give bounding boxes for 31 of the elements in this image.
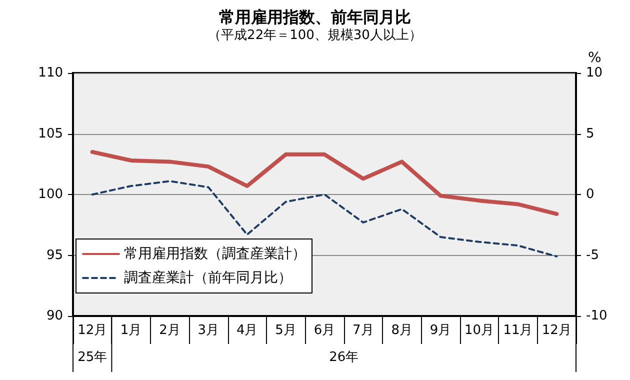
x-tick-label: 8月 — [391, 323, 413, 338]
chart-title: 常用雇用指数、前年同月比 — [219, 8, 411, 26]
y2-tick-label: -5 — [586, 248, 599, 263]
x-tick-label: 5月 — [275, 323, 296, 338]
x-tick-label: 12月 — [78, 323, 108, 338]
y2-tick-label: 10 — [586, 66, 603, 80]
x-tick-label: 6月 — [314, 323, 336, 338]
x-tick-label: 2月 — [159, 323, 180, 338]
y2-tick-label: 0 — [586, 187, 594, 202]
line-series — [90, 150, 559, 216]
y-tick-label: 105 — [38, 126, 63, 142]
y2-tick-label: -10 — [586, 308, 608, 324]
x-tick-label: 12月 — [542, 323, 572, 338]
x-tick-label: 10月 — [464, 323, 494, 338]
chart-subtitle: （平成22年＝100、規模30人以上） — [208, 28, 422, 43]
x-tick-label: 1月 — [120, 323, 142, 338]
y-tick-label: 95 — [46, 248, 63, 263]
x-tick-label: 11月 — [503, 323, 533, 338]
y-tick-label: 90 — [46, 308, 63, 324]
y-tick-label: 110 — [38, 66, 63, 80]
x-tick-label: 3月 — [198, 323, 220, 338]
y2-tick-label: 5 — [586, 126, 594, 142]
x-tick-label: 4月 — [236, 323, 258, 338]
legend-label: 常用雇用指数（調査産業計） — [124, 246, 306, 262]
x-tick-label: 9月 — [430, 323, 452, 338]
y-tick-label: 100 — [38, 187, 63, 202]
y2-axis-title: % — [588, 50, 602, 66]
legend-label: 調査産業計（前年同月比） — [124, 270, 292, 286]
text: 26年 — [329, 350, 359, 365]
x-tick-label: 7月 — [352, 323, 374, 338]
text: 25年 — [78, 350, 108, 365]
